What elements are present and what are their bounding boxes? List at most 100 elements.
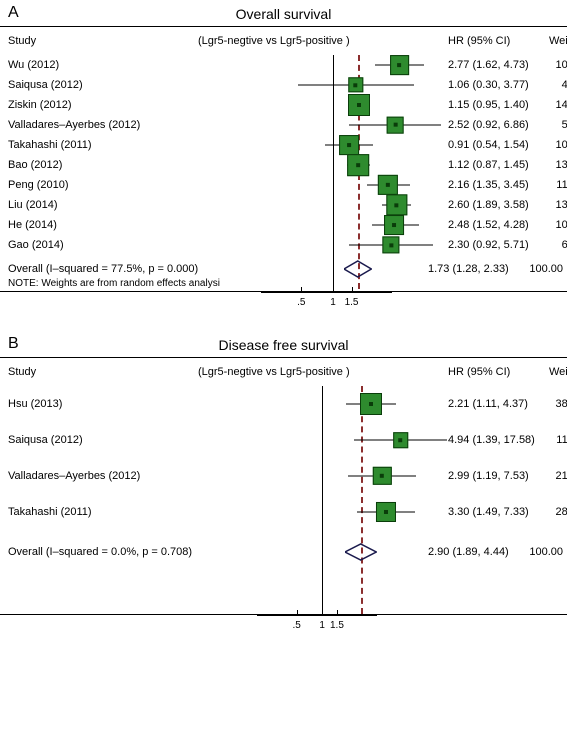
marker-center <box>393 123 397 127</box>
hr-text: 0.91 (0.54, 1.54) <box>448 139 538 151</box>
plot-cell <box>298 422 448 458</box>
hr-text: 1.12 (0.87, 1.45) <box>448 159 538 171</box>
hdr-study: Study <box>8 35 178 47</box>
point-marker <box>339 135 359 155</box>
study-label: Takahashi (2011) <box>8 506 178 518</box>
panel-label-panelA: A <box>8 4 19 22</box>
weight-text: 10.31 <box>538 59 567 71</box>
plot-cell <box>298 215 448 235</box>
plot-cell <box>298 95 448 115</box>
axis-line <box>257 615 377 616</box>
weight-text: 4.08 <box>538 79 567 91</box>
study-label: Liu (2014) <box>8 199 178 211</box>
point-marker <box>387 117 404 134</box>
point-marker <box>390 55 410 75</box>
axis-tick <box>301 287 302 293</box>
marker-center <box>399 438 403 442</box>
marker-center <box>392 223 396 227</box>
hr-text: 2.21 (1.11, 4.37) <box>448 398 538 410</box>
axis-tick-label: 1.5 <box>330 620 344 631</box>
overall-diamond <box>345 542 376 562</box>
marker-center <box>395 203 399 207</box>
panel-panelB: BDisease free survival Study (Lgr5-negti… <box>0 331 567 644</box>
axis-tick <box>322 610 323 616</box>
plot-cell <box>298 75 448 95</box>
study-row: Peng (2010) 2.16 (1.35, 3.45) 11.19 <box>0 175 567 195</box>
weight-text: 10.55 <box>538 219 567 231</box>
axis-tick-label: 1 <box>319 620 325 631</box>
marker-center <box>354 83 358 87</box>
point-marker <box>348 94 370 116</box>
panel-label-panelB: B <box>8 335 19 353</box>
hdr-comparison: (Lgr5-negtive vs Lgr5-positive ) <box>178 366 448 378</box>
plot-cell <box>298 458 448 494</box>
point-marker <box>348 77 363 92</box>
marker-center <box>398 63 402 67</box>
point-marker <box>378 175 398 195</box>
hr-text: 2.16 (1.35, 3.45) <box>448 179 538 191</box>
hr-text: 2.48 (1.52, 4.28) <box>448 219 538 231</box>
hdr-hr: HR (95% CI) <box>448 35 538 47</box>
study-label: Saiqusa (2012) <box>8 79 178 91</box>
study-label: Hsu (2013) <box>8 398 178 410</box>
study-label: Wu (2012) <box>8 59 178 71</box>
point-marker <box>376 502 396 522</box>
plot-cell <box>298 175 448 195</box>
marker-center <box>369 402 373 406</box>
marker-center <box>380 474 384 478</box>
study-label: Gao (2014) <box>8 239 178 251</box>
study-label: Valladares–Ayerbes (2012) <box>8 119 178 131</box>
hdr-hr: HR (95% CI) <box>448 366 538 378</box>
point-marker <box>347 154 369 176</box>
study-label: Takahashi (2011) <box>8 139 178 151</box>
weight-text: 38.69 <box>538 398 567 410</box>
axis-tick <box>333 287 334 293</box>
axis-tick <box>352 287 353 293</box>
study-row: Valladares–Ayerbes (2012) 2.52 (0.92, 6.… <box>0 115 567 135</box>
hr-text: 3.30 (1.49, 7.33) <box>448 506 538 518</box>
marker-center <box>389 243 393 247</box>
axis-line <box>261 292 391 293</box>
hr-text: 4.94 (1.39, 17.58) <box>448 434 538 446</box>
hdr-study: Study <box>8 366 178 378</box>
weight-text: 13.14 <box>538 199 567 211</box>
weight-text: 6.32 <box>538 239 567 251</box>
overall-weight: 100.00 <box>518 263 563 275</box>
overall-label: Overall (I–squared = 0.0%, p = 0.708) <box>8 546 278 558</box>
marker-center <box>384 510 388 514</box>
overall-row: Overall (I–squared = 0.0%, p = 0.708) 2.… <box>0 530 567 574</box>
weight-text: 11.19 <box>538 179 567 191</box>
hr-text: 2.60 (1.89, 3.58) <box>448 199 538 211</box>
study-row: Wu (2012) 2.77 (1.62, 4.73) 10.31 <box>0 55 567 75</box>
study-label: Saiqusa (2012) <box>8 434 178 446</box>
axis-tick-label: .5 <box>293 620 301 631</box>
study-row: Saiqusa (2012) 1.06 (0.30, 3.77) 4.08 <box>0 75 567 95</box>
plot-body: Hsu (2013) 2.21 (1.11, 4.37) 38.69 Saiqu… <box>0 386 567 615</box>
hr-text: 2.30 (0.92, 5.71) <box>448 239 538 251</box>
spacer <box>0 574 567 615</box>
plot-cell <box>298 195 448 215</box>
panel-title-panelA: Overall survival <box>0 0 567 26</box>
weight-text: 28.63 <box>538 506 567 518</box>
hr-text: 2.77 (1.62, 4.73) <box>448 59 538 71</box>
weight-text: 10.40 <box>538 139 567 151</box>
hr-text: 2.99 (1.19, 7.53) <box>448 470 538 482</box>
weight-text: 14.52 <box>538 99 567 111</box>
weight-text: 5.63 <box>538 119 567 131</box>
panel-title-panelB: Disease free survival <box>0 331 567 357</box>
overall-weight: 100.00 <box>518 546 563 558</box>
marker-center <box>356 163 360 167</box>
plot-cell <box>298 494 448 530</box>
study-row: He (2014) 2.48 (1.52, 4.28) 10.55 <box>0 215 567 235</box>
point-marker <box>393 432 409 448</box>
axis-tick-label: 1 <box>330 297 336 308</box>
hdr-weight: Weight <box>538 366 567 378</box>
study-label: Peng (2010) <box>8 179 178 191</box>
marker-center <box>357 103 361 107</box>
plot-cell <box>298 155 448 175</box>
overall-hr-text: 2.90 (1.89, 4.44) <box>428 546 518 558</box>
study-row: Valladares–Ayerbes (2012) 2.99 (1.19, 7.… <box>0 458 567 494</box>
note-row: NOTE: Weights are from random effects an… <box>0 283 567 292</box>
marker-center <box>347 143 351 147</box>
weight-text: 21.40 <box>538 470 567 482</box>
